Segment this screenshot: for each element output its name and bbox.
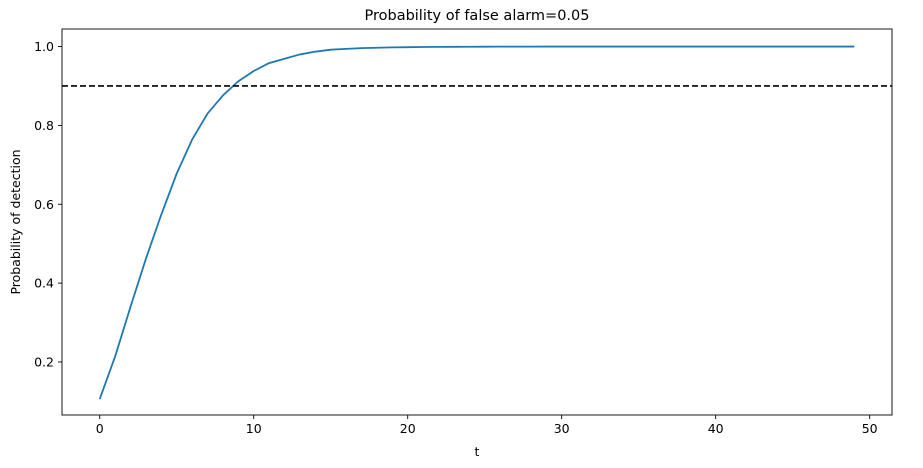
- plot-frame: [61, 28, 893, 416]
- y-tick-label: 0.6: [34, 197, 54, 212]
- x-axis-ticks: 0 10 20 30 40 50: [96, 415, 878, 436]
- y-tick-label: 1.0: [34, 39, 54, 54]
- x-tick-label: 30: [554, 421, 570, 436]
- y-tick-label: 0.4: [34, 276, 54, 291]
- plot-content: [62, 45, 892, 400]
- x-tick-label: 20: [400, 421, 416, 436]
- y-axis-ticks: 0.2 0.4 0.6 0.8 1.0: [34, 39, 62, 369]
- y-tick-label: 0.2: [34, 354, 54, 369]
- chart-title: Probability of false alarm=0.05: [364, 8, 589, 24]
- y-tick-label: 0.8: [34, 118, 54, 133]
- x-tick-label: 40: [708, 421, 724, 436]
- x-tick-label: 50: [862, 421, 878, 436]
- x-tick-label: 0: [96, 421, 104, 436]
- x-tick-label: 10: [246, 421, 262, 436]
- y-axis-label: Probability of detection: [8, 149, 23, 294]
- series-line-0: [98, 45, 855, 400]
- x-axis-label: t: [475, 444, 480, 459]
